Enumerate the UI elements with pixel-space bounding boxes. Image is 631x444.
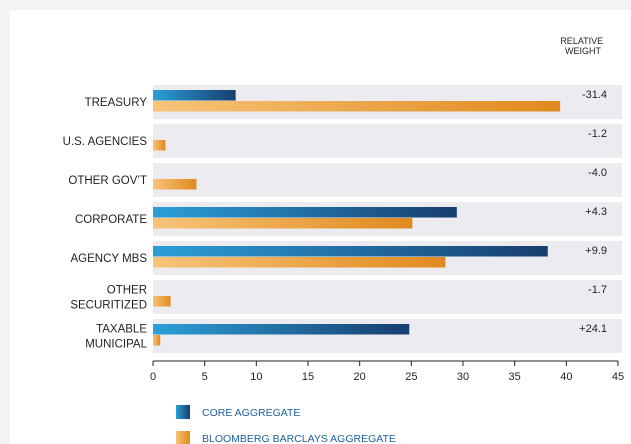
- relative-weight-value: -31.4: [582, 89, 607, 101]
- x-tick-label: 10: [250, 371, 262, 383]
- category-label: U.S. AGENCIES: [63, 136, 148, 148]
- category-label-line: AGENCY MBS: [71, 253, 148, 265]
- chart-panel: TREASURY U.S. AGENCIES OTHER GOV’T CORPORAT…: [10, 10, 631, 444]
- category-label-line: SECURITIZED: [70, 300, 147, 312]
- core-aggregate-bar: [153, 324, 410, 335]
- relative-weight-value: -4.0: [588, 167, 607, 179]
- relative-weight-header: RELATIVE WEIGHT: [560, 36, 605, 56]
- legend-swatch: [176, 431, 190, 444]
- category-band: [153, 280, 622, 314]
- bloomberg-barclays-bar: [153, 257, 446, 268]
- legend-label: BLOOMBERG BARCLAYS AGGREGATE: [202, 433, 396, 444]
- relative-weight-value: +24.1: [579, 323, 607, 335]
- bloomberg-barclays-bar: [153, 179, 197, 190]
- category-label-line: OTHER: [107, 285, 147, 297]
- category-label-line: TREASURY: [85, 97, 148, 109]
- relative-weight-value: -1.7: [588, 284, 607, 296]
- bloomberg-barclays-bar: [153, 140, 166, 151]
- category-band: [153, 124, 622, 158]
- category-label-line: OTHER GOV’T: [68, 175, 147, 187]
- relative-weight-header-line-2: WEIGHT: [565, 46, 601, 56]
- relative-weight-value: +4.3: [585, 206, 607, 218]
- category-label-line: MUNICIPAL: [85, 339, 147, 351]
- relative-weight-value: +9.9: [585, 245, 607, 257]
- category-label: CORPORATE: [75, 214, 147, 226]
- bloomberg-barclays-bar: [153, 218, 413, 229]
- x-tick-label: 35: [509, 371, 521, 383]
- x-tick-label: 25: [405, 371, 417, 383]
- core-aggregate-bar: [153, 90, 236, 101]
- category-label: TREASURY: [85, 97, 148, 109]
- x-tick-label: 20: [354, 371, 366, 383]
- category-label: OTHER SECURITIZED: [70, 285, 147, 312]
- x-tick-label: 15: [302, 371, 314, 383]
- bloomberg-barclays-bar: [153, 296, 171, 307]
- legend-swatch: [176, 405, 190, 419]
- category-label: OTHER GOV’T: [68, 175, 147, 187]
- relative-weight-header-line-1: RELATIVE: [560, 36, 603, 46]
- x-tick-label: 0: [150, 371, 156, 383]
- relative-weight-bar-chart: TREASURY U.S. AGENCIES OTHER GOV’T CORPORAT…: [63, 36, 624, 444]
- category-label: TAXABLE MUNICIPAL: [85, 324, 147, 351]
- core-aggregate-bar: [153, 207, 457, 218]
- x-tick-label: 45: [612, 371, 624, 383]
- category-label: AGENCY MBS: [71, 253, 148, 265]
- category-band: [153, 163, 622, 197]
- x-tick-label: 5: [202, 371, 208, 383]
- legend-label: CORE AGGREGATE: [202, 407, 300, 419]
- category-label-line: TAXABLE: [96, 324, 147, 336]
- x-tick-label: 40: [560, 371, 572, 383]
- bloomberg-barclays-bar: [153, 101, 561, 112]
- core-aggregate-bar: [153, 246, 548, 257]
- bloomberg-barclays-bar: [153, 335, 161, 346]
- category-label-line: U.S. AGENCIES: [63, 136, 148, 148]
- relative-weight-value: -1.2: [588, 128, 607, 140]
- x-tick-label: 30: [457, 371, 469, 383]
- category-label-line: CORPORATE: [75, 214, 147, 226]
